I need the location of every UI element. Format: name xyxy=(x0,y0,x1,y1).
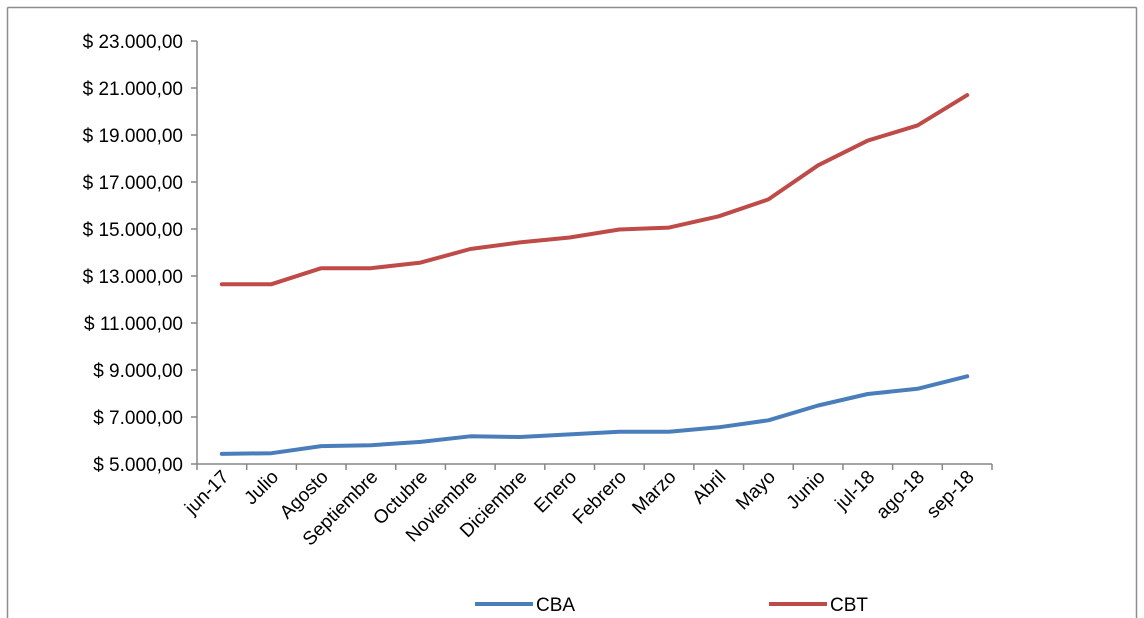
y-tick-labels: $ 5.000,00 $ 7.000,00 $ 9.000,00 $ 11.000,0… xyxy=(83,32,183,476)
y-tick-label: $ 9.000,00 xyxy=(93,361,183,382)
x-tick-labels: jun-17 JulioAgostoSeptiembreOctubreNoviem… xyxy=(180,467,978,551)
x-tick-label: Marzo xyxy=(628,467,680,519)
x-tick-label: Junio xyxy=(783,467,830,514)
legend: CBA CBT xyxy=(475,595,868,616)
x-tick-label: Mayo xyxy=(732,467,780,515)
series-line-cba xyxy=(219,374,970,456)
y-tick-label: $ 13.000,00 xyxy=(83,267,183,288)
y-tick-label: $ 23.000,00 xyxy=(83,32,183,53)
y-tick-label: $ 11.000,00 xyxy=(84,314,183,335)
series-lines xyxy=(219,93,970,456)
x-tick-label: sep-18 xyxy=(923,467,979,523)
y-tick-label: $ 17.000,00 xyxy=(83,173,183,194)
x-tick-label: ago-18 xyxy=(872,467,929,524)
axes xyxy=(191,40,993,470)
y-tick-label: $ 7.000,00 xyxy=(93,408,183,429)
y-tick-label: $ 21.000,00 xyxy=(83,79,183,100)
series-line-cbt xyxy=(219,93,970,287)
x-tick-label: Febrero xyxy=(569,467,631,529)
x-tick-label: Julio xyxy=(241,467,283,509)
y-tick-label: $ 15.000,00 xyxy=(83,220,183,241)
y-tick-label: $ 5.000,00 xyxy=(93,455,183,476)
legend-label-cbt: CBT xyxy=(830,595,868,616)
y-tick-label: $ 19.000,00 xyxy=(83,126,183,147)
legend-label-cba: CBA xyxy=(536,595,575,616)
x-tick-label: jun-17 xyxy=(180,467,233,520)
x-tick-label: Abril xyxy=(689,467,731,509)
